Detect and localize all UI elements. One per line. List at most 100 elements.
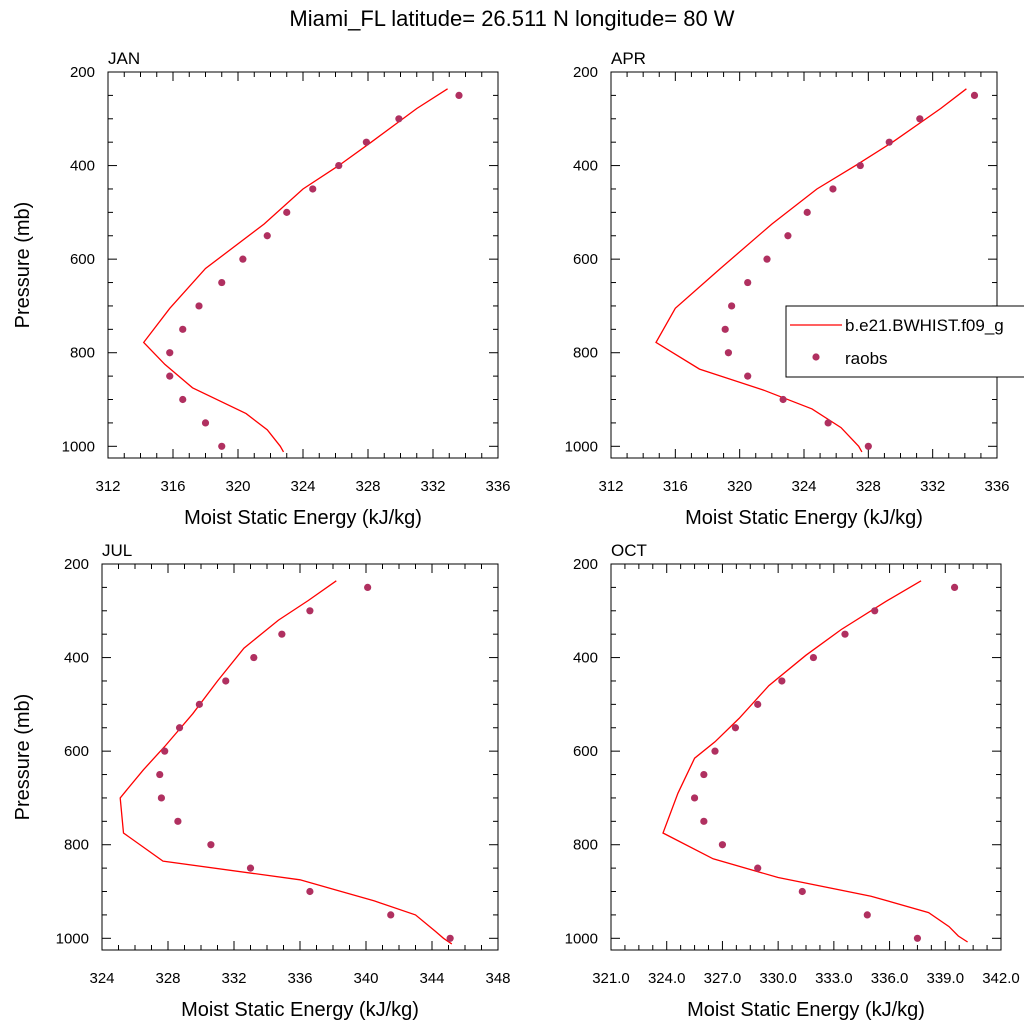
x-tick-label: 332 bbox=[920, 478, 945, 495]
model-profile-line bbox=[142, 88, 448, 453]
y-tick-label: 800 bbox=[64, 837, 89, 854]
y-tick-label: 600 bbox=[70, 251, 95, 268]
x-tick-label: 324 bbox=[89, 970, 114, 987]
panel-title: JUL bbox=[102, 541, 132, 560]
y-tick-label: 600 bbox=[64, 743, 89, 760]
panel-jul: JUL 324 328 332 336 340 344 348 200 400 600 800 1000… bbox=[12, 541, 511, 1021]
raobs-point bbox=[278, 630, 286, 638]
x-tick-label: 312 bbox=[95, 478, 120, 495]
raobs-point bbox=[174, 817, 182, 825]
raobs-point bbox=[306, 607, 314, 615]
panel-apr: APR 312 316 320 324 328 332 336 200 400 600 800 1000… bbox=[565, 49, 1010, 529]
y-tick-label: 600 bbox=[573, 251, 598, 268]
raobs-point bbox=[362, 138, 370, 146]
x-tick-label: 316 bbox=[160, 478, 185, 495]
legend-obs-label: raobs bbox=[845, 349, 888, 368]
y-tick-label: 1000 bbox=[565, 438, 598, 455]
raobs-point bbox=[218, 442, 226, 450]
panels: JAN 312 316 320 324 328 332 336 200 400 600 800 1000… bbox=[12, 49, 1020, 1021]
y-tick-label: 400 bbox=[64, 650, 89, 667]
x-tick-label: 336 bbox=[485, 478, 510, 495]
x-tick-label: 332 bbox=[221, 970, 246, 987]
x-tick-label: 330.0 bbox=[759, 970, 797, 987]
raobs-point bbox=[731, 724, 740, 732]
raobs-point bbox=[161, 747, 169, 755]
plot-frame bbox=[107, 71, 499, 459]
model-profile-line bbox=[655, 88, 967, 453]
x-tick-label: 344 bbox=[419, 970, 444, 987]
raobs-point bbox=[829, 185, 837, 193]
raobs-point bbox=[803, 208, 811, 216]
panel-title: APR bbox=[611, 49, 646, 68]
x-tick-label: 328 bbox=[155, 970, 180, 987]
raobs-point bbox=[721, 325, 729, 333]
y-tick-label: 400 bbox=[573, 650, 598, 667]
y-tick-label: 400 bbox=[70, 158, 95, 175]
raobs-point bbox=[263, 232, 271, 240]
raobs-point bbox=[250, 653, 258, 662]
panel-title: JAN bbox=[108, 49, 140, 68]
y-tick-label: 800 bbox=[70, 345, 95, 362]
y-tick-label: 1000 bbox=[56, 930, 89, 947]
x-axis-label: Moist Static Energy (kJ/kg) bbox=[184, 507, 422, 529]
x-tick-label: 328 bbox=[856, 478, 881, 495]
x-axis-label: Moist Static Energy (kJ/kg) bbox=[181, 999, 419, 1021]
raobs-point bbox=[446, 934, 454, 942]
raobs-point bbox=[179, 325, 187, 333]
legend-box bbox=[785, 305, 1024, 378]
y-tick-label: 600 bbox=[573, 743, 598, 760]
x-tick-label: 316 bbox=[663, 478, 688, 495]
x-tick-label: 332 bbox=[420, 478, 445, 495]
raobs-point bbox=[222, 677, 230, 685]
raobs-point bbox=[784, 232, 792, 240]
raobs-point bbox=[809, 653, 818, 662]
raobs-point bbox=[157, 794, 165, 802]
plot-frame bbox=[101, 563, 499, 951]
x-tick-label: 320 bbox=[727, 478, 752, 495]
raobs-point bbox=[916, 115, 924, 123]
x-tick-label: 324 bbox=[290, 478, 315, 495]
raobs-point bbox=[166, 372, 174, 380]
raobs-point bbox=[207, 841, 215, 849]
x-tick-label: 348 bbox=[485, 970, 510, 987]
x-tick-label: 320 bbox=[225, 478, 250, 495]
x-tick-label: 321.0 bbox=[592, 970, 630, 987]
plot-frame bbox=[610, 71, 998, 459]
raobs-point bbox=[885, 138, 893, 146]
x-tick-label: 342.0 bbox=[982, 970, 1020, 987]
raobs-point bbox=[798, 887, 806, 896]
raobs-point bbox=[179, 395, 187, 404]
raobs-point bbox=[364, 583, 372, 591]
panel-jan: JAN 312 316 320 324 328 332 336 200 400 600 800 1000… bbox=[12, 49, 511, 529]
raobs-point bbox=[824, 419, 832, 427]
raobs-point bbox=[744, 278, 752, 287]
raobs-point bbox=[763, 255, 771, 263]
raobs-point bbox=[700, 817, 708, 825]
x-tick-label: 336.0 bbox=[871, 970, 909, 987]
raobs-point bbox=[335, 161, 343, 170]
raobs-point bbox=[201, 419, 210, 427]
raobs-point bbox=[455, 91, 463, 99]
raobs-point bbox=[387, 911, 395, 919]
raobs-point bbox=[871, 607, 879, 615]
raobs-point bbox=[166, 349, 174, 357]
x-tick-label: 340 bbox=[353, 970, 378, 987]
x-tick-label: 327.0 bbox=[704, 970, 742, 987]
x-tick-label: 339.0 bbox=[927, 970, 965, 987]
raobs-point bbox=[970, 91, 979, 99]
raobs-point bbox=[156, 770, 164, 779]
raobs-point bbox=[754, 864, 762, 872]
y-tick-label: 800 bbox=[573, 345, 598, 362]
raobs-point bbox=[175, 724, 184, 732]
raobs-point bbox=[950, 583, 959, 591]
model-profile-line bbox=[119, 580, 453, 945]
x-tick-label: 324.0 bbox=[648, 970, 686, 987]
x-tick-label: 333.0 bbox=[815, 970, 853, 987]
raobs-point bbox=[864, 442, 872, 450]
raobs-point bbox=[724, 349, 733, 357]
x-tick-label: 336 bbox=[984, 478, 1009, 495]
raobs-point bbox=[239, 255, 247, 263]
y-tick-label: 800 bbox=[573, 837, 598, 854]
x-axis-label: Moist Static Energy (kJ/kg) bbox=[685, 507, 923, 529]
